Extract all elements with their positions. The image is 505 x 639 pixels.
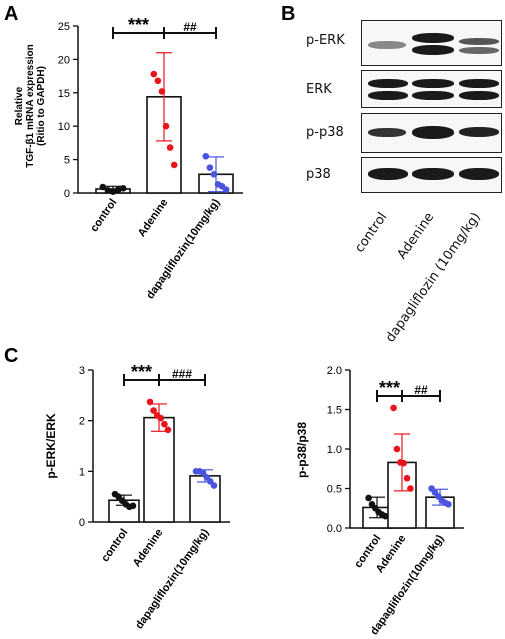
y-axis-label: Relative <box>14 86 25 125</box>
chart-tgf-b1: 0 5 10 15 20 25 Relative TGF-β1 mRNA expression… <box>14 15 243 301</box>
blot-band <box>368 128 406 137</box>
blot-row-label-p38: p38 <box>306 167 331 182</box>
blot-row-label-p-erk: p-ERK <box>306 33 345 48</box>
data-point <box>154 77 162 85</box>
y-tick-label: 0 <box>79 517 85 529</box>
chart-p-p38-ratio: 0.00.51.01.52.0p-p38/p38controlAdenineda… <box>295 365 464 637</box>
data-point <box>150 407 157 414</box>
blot-band <box>459 168 499 180</box>
y-tick-label: 20 <box>58 54 70 66</box>
data-point <box>166 144 174 151</box>
y-tick-label: 1.0 <box>327 444 342 456</box>
blot-row-label-p-p38: p-p38 <box>306 125 344 140</box>
significance-label: *** <box>379 378 400 398</box>
blot-image-erk <box>361 70 502 108</box>
y-tick-label: 15 <box>58 88 70 100</box>
blot-image-p-p38 <box>361 113 502 153</box>
y-tick-label: 25 <box>58 21 70 33</box>
significance-label: ## <box>183 20 197 34</box>
blot-band <box>412 33 454 43</box>
blot-band <box>459 47 499 54</box>
data-point <box>99 183 107 191</box>
data-point <box>390 404 397 412</box>
significance-label: ### <box>172 367 192 381</box>
data-point <box>382 512 389 520</box>
blot-band <box>459 91 499 100</box>
y-axis-label: p-ERK/ERK <box>44 413 58 479</box>
x-category-label: control <box>88 197 119 234</box>
data-point <box>400 459 407 467</box>
x-category-label: control <box>99 527 130 564</box>
data-point <box>119 185 127 192</box>
data-point <box>150 70 158 78</box>
blot-band <box>368 41 406 49</box>
x-category-label: dapagliflozin(10mg/kg) <box>368 533 446 638</box>
y-tick-label: 2.0 <box>327 365 342 377</box>
significance-label: *** <box>131 362 152 382</box>
blot-band <box>368 79 408 88</box>
blot-band <box>412 126 454 139</box>
blot-band <box>412 45 454 55</box>
blot-band <box>368 168 408 180</box>
significance-label: ## <box>414 383 428 397</box>
y-tick-label: 0 <box>64 188 70 200</box>
y-axis-label: TGF-β1 mRNA expression <box>25 44 36 168</box>
blot-band <box>412 168 454 180</box>
data-point <box>210 482 218 489</box>
data-point <box>393 445 401 453</box>
y-tick-label: 1 <box>79 466 85 478</box>
blot-band <box>459 79 499 88</box>
data-point <box>403 474 411 482</box>
panel-letter-b: B <box>281 3 295 25</box>
data-point <box>114 186 122 193</box>
data-point <box>210 170 218 178</box>
blot-image-p38 <box>361 157 502 193</box>
y-axis-label: (Ritio to GAPDH) <box>36 66 47 146</box>
data-point <box>199 469 207 477</box>
y-tick-label: 0.5 <box>327 484 342 496</box>
data-point <box>206 164 214 171</box>
blot-band <box>459 38 499 45</box>
y-tick-label: 0.0 <box>327 523 342 535</box>
significance-label: *** <box>128 15 149 35</box>
data-point <box>129 502 137 510</box>
y-tick-label: 5 <box>64 155 70 167</box>
bar <box>143 416 175 523</box>
data-point <box>407 485 414 492</box>
data-point <box>170 161 178 169</box>
y-tick-label: 1.5 <box>327 405 342 417</box>
data-point <box>146 398 154 406</box>
data-point <box>158 88 166 95</box>
data-point <box>222 186 230 193</box>
blot-image-p-erk <box>361 20 502 66</box>
data-point <box>365 494 372 502</box>
blot-row-label-erk: ERK <box>306 82 332 97</box>
x-category-label: Adenine <box>131 527 166 569</box>
blot-band <box>368 91 408 100</box>
data-point <box>164 426 172 434</box>
data-point <box>104 187 112 194</box>
data-point <box>157 414 165 422</box>
data-point <box>202 152 210 160</box>
data-point <box>161 420 168 428</box>
data-point <box>162 122 170 130</box>
panel-letter-c: C <box>4 345 18 367</box>
blot-band <box>459 127 499 137</box>
data-point <box>109 188 117 195</box>
panel-letter-a: A <box>4 3 18 25</box>
blot-band <box>412 79 454 88</box>
x-category-label: Adenine <box>136 197 171 239</box>
data-point <box>445 501 452 508</box>
y-tick-label: 2 <box>79 416 85 428</box>
y-axis-label: p-p38/p38 <box>295 422 309 478</box>
y-tick-label: 3 <box>79 365 85 377</box>
bar <box>146 96 182 194</box>
y-tick-label: 10 <box>58 121 70 133</box>
blot-band <box>412 91 454 100</box>
